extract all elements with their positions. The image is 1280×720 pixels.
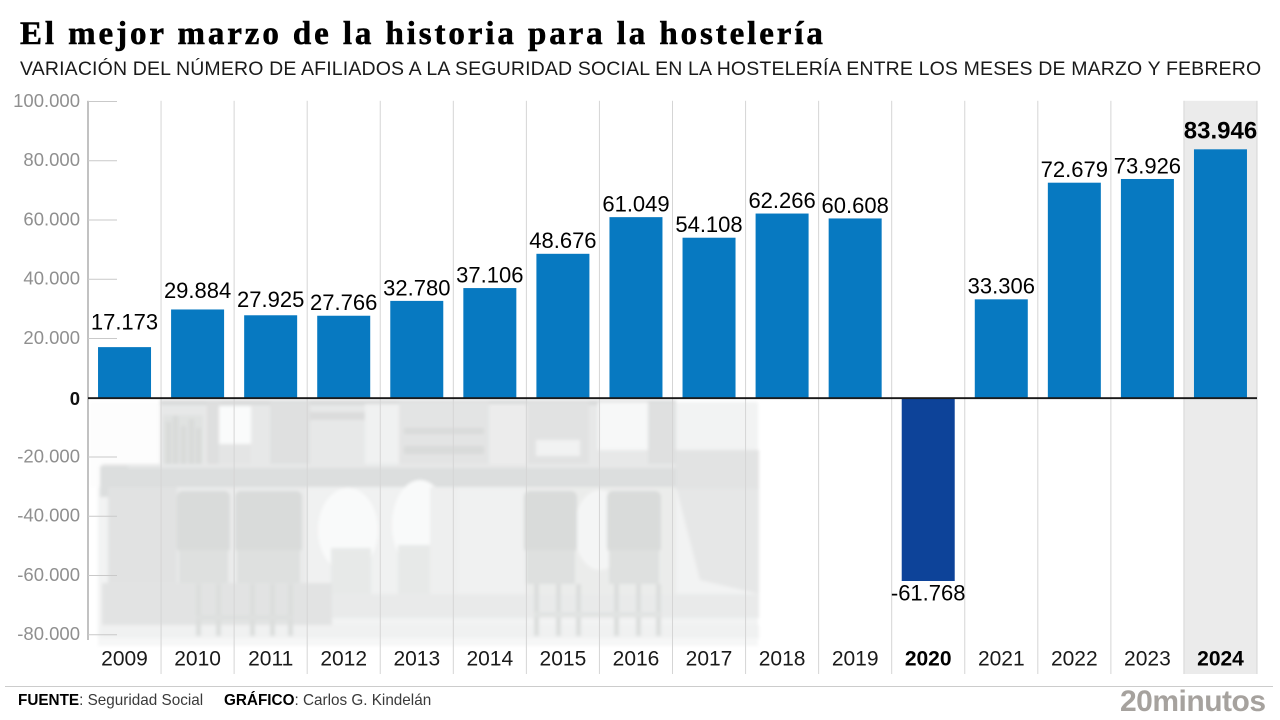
svg-text:2014: 2014	[466, 648, 513, 671]
svg-text:2023: 2023	[1124, 648, 1171, 671]
svg-text:2021: 2021	[978, 648, 1025, 671]
svg-text:2022: 2022	[1051, 648, 1098, 671]
svg-text:40.000: 40.000	[23, 268, 80, 289]
svg-text:62.266: 62.266	[748, 188, 815, 213]
svg-text:48.676: 48.676	[529, 228, 596, 253]
svg-text:20.000: 20.000	[23, 327, 80, 348]
svg-text:60.608: 60.608	[822, 193, 889, 218]
svg-text:2016: 2016	[613, 648, 660, 671]
svg-text:2018: 2018	[759, 648, 806, 671]
svg-text:2017: 2017	[686, 648, 733, 671]
svg-text:60.000: 60.000	[23, 208, 80, 229]
svg-text:100.000: 100.000	[13, 90, 80, 111]
svg-text:2020: 2020	[905, 648, 952, 671]
svg-text:80.000: 80.000	[23, 149, 80, 170]
svg-text:2009: 2009	[101, 648, 148, 671]
svg-text:2011: 2011	[248, 648, 293, 671]
svg-text:-60.000: -60.000	[17, 564, 80, 585]
svg-text:83.946: 83.946	[1184, 117, 1257, 144]
svg-text:-40.000: -40.000	[17, 505, 80, 526]
svg-text:0: 0	[70, 388, 80, 409]
svg-text:72.679: 72.679	[1041, 157, 1108, 182]
svg-text:37.106: 37.106	[456, 263, 523, 288]
svg-text:33.306: 33.306	[968, 274, 1035, 299]
svg-text:32.780: 32.780	[383, 275, 450, 300]
svg-text:29.884: 29.884	[164, 278, 231, 303]
svg-text:2015: 2015	[540, 648, 587, 671]
svg-text:-61.768: -61.768	[891, 581, 966, 606]
svg-text:61.049: 61.049	[602, 192, 669, 217]
svg-text:-80.000: -80.000	[17, 623, 80, 644]
svg-text:2024: 2024	[1197, 648, 1244, 671]
svg-text:73.926: 73.926	[1114, 153, 1181, 178]
svg-text:27.925: 27.925	[237, 287, 304, 312]
svg-text:-20.000: -20.000	[17, 445, 80, 466]
svg-text:2019: 2019	[832, 648, 879, 671]
svg-text:54.108: 54.108	[675, 212, 742, 237]
svg-text:2013: 2013	[393, 648, 440, 671]
svg-text:17.173: 17.173	[91, 310, 158, 335]
svg-text:2012: 2012	[320, 648, 367, 671]
svg-text:2010: 2010	[174, 648, 221, 671]
svg-text:27.766: 27.766	[310, 290, 377, 315]
